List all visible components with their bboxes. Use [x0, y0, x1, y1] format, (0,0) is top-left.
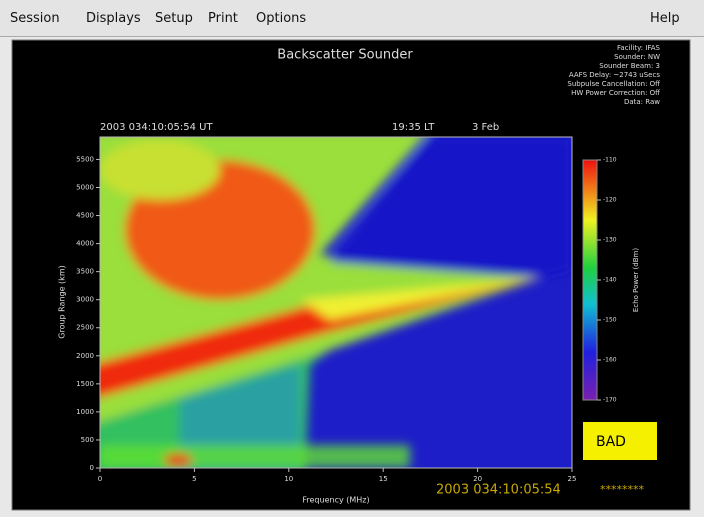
colorbar-tick-label: -130 [603, 237, 617, 244]
info-line: Sounder: NW [614, 53, 660, 61]
info-line: Sounder Beam: 3 [599, 62, 660, 70]
info-line: Data: Raw [624, 98, 660, 106]
info-line: HW Power Correction: Off [571, 89, 660, 97]
x-tick-label: 0 [98, 475, 102, 483]
y-tick-label: 5500 [76, 155, 94, 163]
y-tick-label: 1000 [76, 408, 94, 416]
y-tick-label: 5000 [76, 183, 94, 191]
info-line: AAFS Delay: ~2743 uSecs [569, 71, 660, 79]
local-time: 19:35 LT [392, 122, 435, 133]
colorbar-tick-label: -160 [603, 357, 617, 364]
sounder-display: Backscatter Sounder 2003 034:10:05:54 UT… [0, 0, 704, 517]
y-tick-label: 2000 [76, 352, 94, 360]
x-tick-label: 5 [192, 475, 196, 483]
colorbar [583, 160, 597, 400]
date: 3 Feb [472, 122, 499, 133]
y-tick-label: 3000 [76, 296, 94, 304]
timestamp: 2003 034:10:05:54 UT [100, 122, 213, 133]
x-tick-label: 25 [568, 475, 577, 483]
colorbar-tick-label: -120 [603, 197, 617, 204]
x-tick-label: 15 [379, 475, 388, 483]
y-tick-label: 3500 [76, 268, 94, 276]
colorbar-tick-label: -110 [603, 157, 617, 164]
info-line: Facility: IFAS [617, 44, 661, 52]
x-tick-label: 20 [473, 475, 482, 483]
y-tick-label: 2500 [76, 324, 94, 332]
page: Session Displays Setup Print Options Hel… [0, 0, 704, 517]
y-axis-label: Group Range (km) [58, 265, 67, 338]
colorbar-tick-label: -150 [603, 317, 617, 324]
y-tick-label: 1500 [76, 380, 94, 388]
x-axis-label: Frequency (MHz) [302, 496, 369, 505]
status-indicator: ******** [600, 483, 645, 496]
info-line: Subpulse Cancellation: Off [567, 80, 660, 88]
y-tick-label: 4500 [76, 212, 94, 220]
status-time: 2003 034:10:05:54 [436, 483, 561, 498]
colorbar-tick-label: -170 [603, 397, 617, 404]
y-tick-label: 4000 [76, 240, 94, 248]
heatmap [90, 130, 572, 475]
chart-title: Backscatter Sounder [277, 48, 413, 63]
quality-status: BAD [596, 434, 626, 450]
y-tick-label: 500 [81, 436, 94, 444]
y-tick-label: 0 [90, 464, 94, 472]
colorbar-tick-label: -140 [603, 277, 617, 284]
colorbar-label: Echo Power (dBm) [632, 248, 640, 312]
x-tick-label: 10 [284, 475, 293, 483]
